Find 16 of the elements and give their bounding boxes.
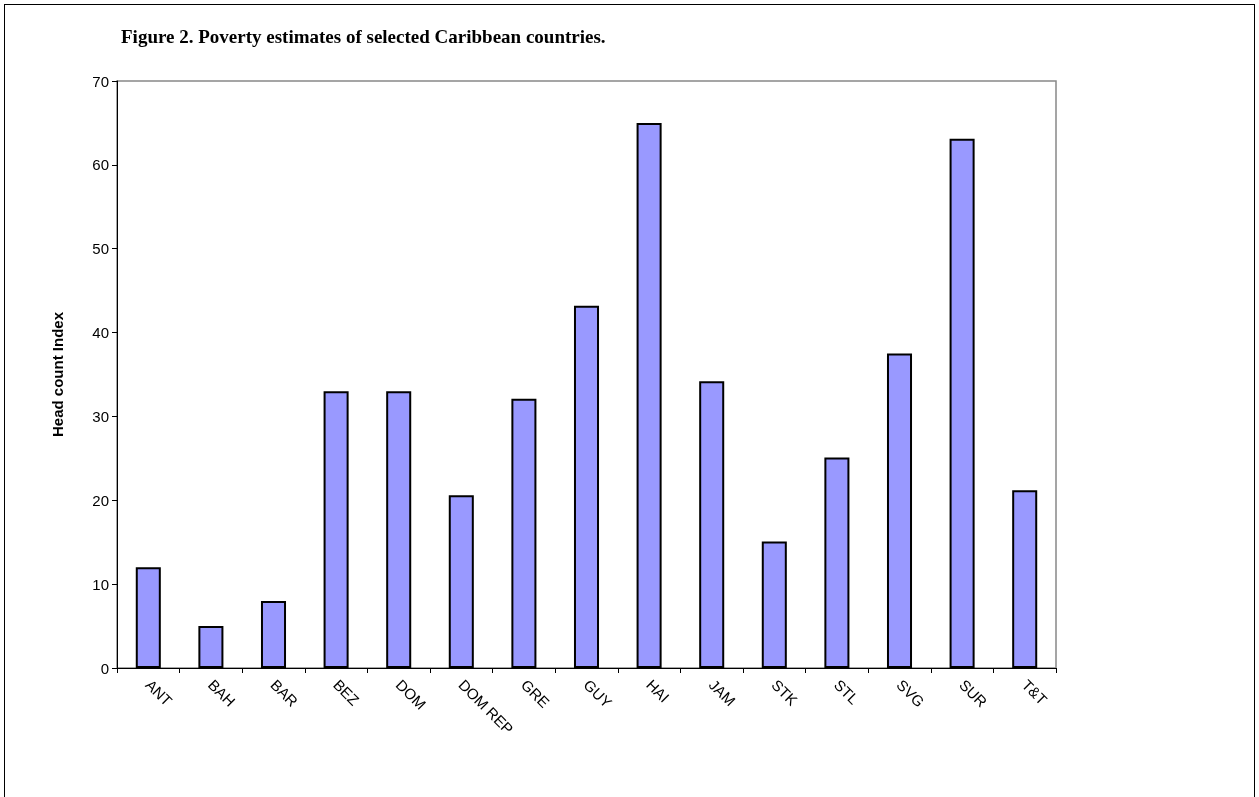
- y-tick-label: 70: [92, 72, 109, 90]
- chart-title: Figure 2. Poverty estimates of selected Caribbean countries.: [121, 26, 606, 47]
- y-tick-label: 50: [92, 240, 109, 258]
- y-axis-title: Head count Index: [49, 311, 66, 438]
- y-tick-label: 20: [92, 491, 109, 509]
- x-tick-label: STL: [830, 675, 863, 708]
- x-tick-label: GUY: [580, 675, 616, 711]
- x-tick-label: JAM: [705, 675, 739, 710]
- x-tick-label: T&T: [1018, 675, 1051, 709]
- x-tick-label: ANT: [142, 675, 176, 710]
- y-tick-label: 10: [92, 575, 109, 593]
- x-tick-label: HAI: [643, 675, 673, 706]
- y-tick-label: 0: [100, 659, 109, 677]
- y-tick-label: 60: [92, 156, 109, 174]
- y-tick-label: 40: [92, 324, 109, 342]
- y-tick-label: 30: [92, 407, 109, 425]
